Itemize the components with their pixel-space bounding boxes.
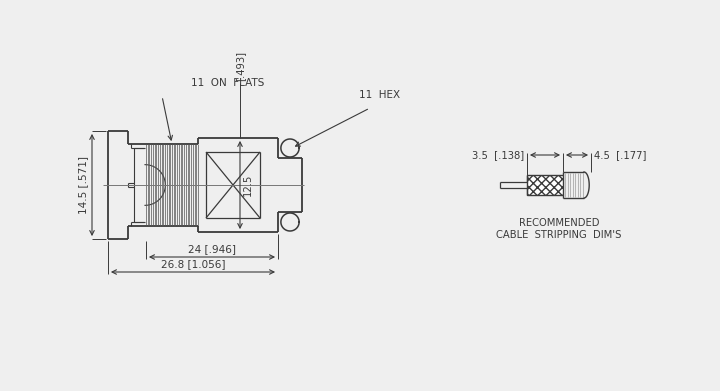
Text: 12.5: 12.5: [243, 174, 253, 196]
Text: 26.8 [1.056]: 26.8 [1.056]: [161, 259, 225, 269]
Text: 14.5 [.571]: 14.5 [.571]: [78, 156, 88, 214]
Text: 4.5  [.177]: 4.5 [.177]: [594, 150, 647, 160]
Text: 3.5  [.138]: 3.5 [.138]: [472, 150, 524, 160]
Text: [.493]: [.493]: [235, 51, 245, 81]
Text: 11  ON  FLATS: 11 ON FLATS: [192, 78, 265, 88]
Bar: [527, 175, 563, 195]
Text: 24 [.946]: 24 [.946]: [188, 244, 236, 254]
Text: 11  HEX: 11 HEX: [359, 90, 400, 100]
Text: RECOMMENDED: RECOMMENDED: [518, 218, 599, 228]
Text: CABLE  STRIPPING  DIM'S: CABLE STRIPPING DIM'S: [496, 230, 621, 240]
